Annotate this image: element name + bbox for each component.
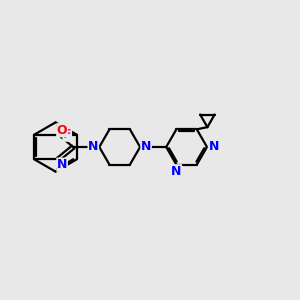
Text: N: N xyxy=(208,140,219,154)
Text: F: F xyxy=(63,128,71,141)
Text: N: N xyxy=(141,140,151,154)
Text: N: N xyxy=(57,158,67,171)
Text: N: N xyxy=(88,140,98,154)
Text: N: N xyxy=(171,165,182,178)
Text: O: O xyxy=(57,124,68,137)
